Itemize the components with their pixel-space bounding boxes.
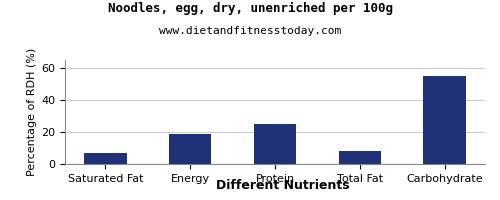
Text: www.dietandfitnesstoday.com: www.dietandfitnesstoday.com — [159, 26, 341, 36]
Bar — [424, 76, 466, 164]
Y-axis label: Percentage of RDH (%): Percentage of RDH (%) — [27, 48, 37, 176]
Bar — [338, 151, 381, 164]
Bar — [169, 134, 212, 164]
Bar — [84, 153, 126, 164]
Text: Noodles, egg, dry, unenriched per 100g: Noodles, egg, dry, unenriched per 100g — [108, 2, 393, 15]
Text: Different Nutrients: Different Nutrients — [216, 179, 350, 192]
Bar — [254, 124, 296, 164]
